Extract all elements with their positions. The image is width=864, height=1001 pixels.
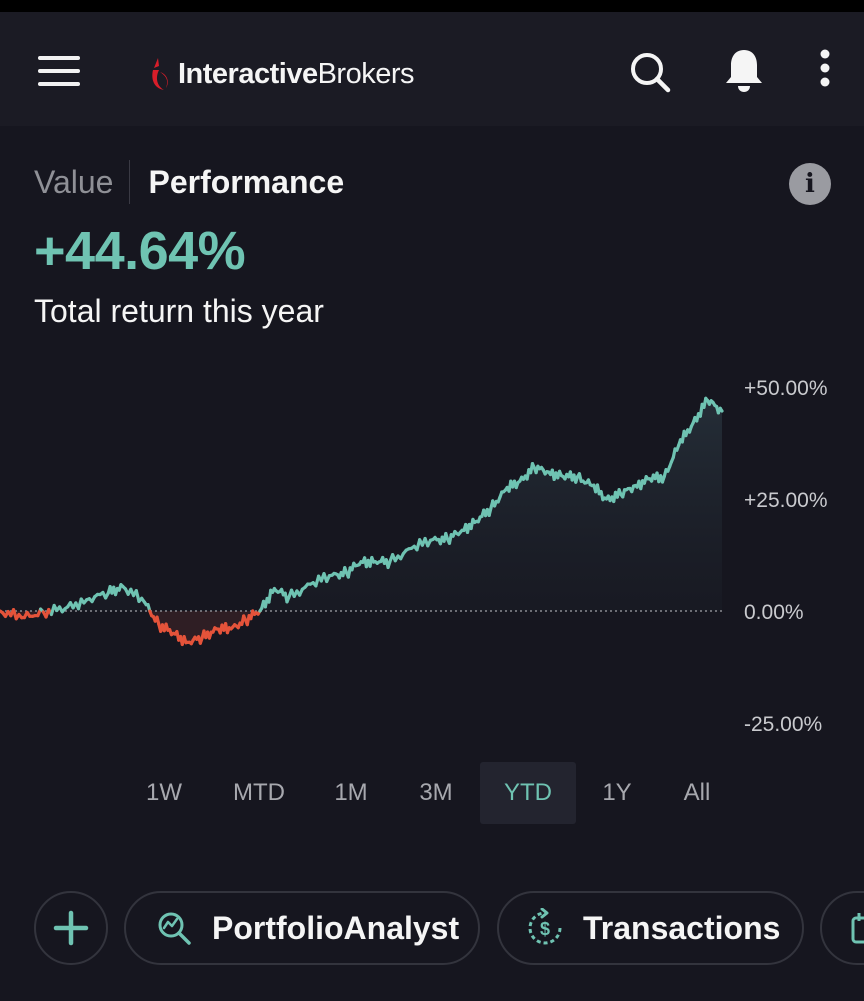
total-return-label: Total return this year xyxy=(34,293,324,329)
transactions-label: Transactions xyxy=(583,909,781,946)
range-3m[interactable]: 3M xyxy=(419,779,453,806)
transactions-button[interactable]: $ Transactions xyxy=(497,891,804,965)
y-tick-label: 0.00% xyxy=(744,601,804,624)
time-range-selector: 1W MTD 1M 3M YTD 1Y All xyxy=(120,762,736,824)
positive-area-fill xyxy=(0,398,722,611)
quick-actions: PortfolioAnalyst $ Transactions xyxy=(34,891,864,965)
bell-icon[interactable] xyxy=(722,46,766,96)
range-all[interactable]: All xyxy=(683,779,711,806)
range-1w[interactable]: 1W xyxy=(146,779,182,806)
tab-value[interactable]: Value xyxy=(34,163,114,200)
brand-name: InteractiveBrokers xyxy=(178,57,415,90)
tab-performance[interactable]: Performance xyxy=(148,163,345,200)
calendar-button[interactable] xyxy=(820,891,864,965)
search-icon[interactable] xyxy=(626,48,674,96)
brand-mark-icon xyxy=(152,58,168,90)
tab-divider xyxy=(129,160,131,204)
status-bar xyxy=(0,0,864,12)
performance-line-segment xyxy=(718,406,724,413)
range-ytd[interactable]: YTD xyxy=(480,762,576,824)
y-tick-label: -25.00% xyxy=(744,713,822,736)
transactions-icon: $ xyxy=(528,908,562,945)
menu-icon[interactable] xyxy=(38,54,82,90)
range-mtd[interactable]: MTD xyxy=(233,779,285,806)
total-return-value: +44.64% xyxy=(34,221,246,281)
calendar-icon xyxy=(851,913,864,944)
y-tick-label: +50.00% xyxy=(744,377,828,400)
y-tick-label: +25.00% xyxy=(744,489,828,512)
svg-text:$: $ xyxy=(540,919,550,939)
performance-chart[interactable]: +50.00% +25.00% 0.00% -25.00% xyxy=(0,360,864,760)
more-vertical-icon[interactable] xyxy=(814,48,836,98)
info-icon[interactable]: i xyxy=(789,163,831,205)
add-button[interactable] xyxy=(34,891,108,965)
analyze-icon xyxy=(158,912,191,945)
app-bar: InteractiveBrokers xyxy=(0,12,864,126)
view-tabs: Value Performance xyxy=(34,160,344,204)
plus-icon xyxy=(53,910,89,946)
range-1y[interactable]: 1Y xyxy=(602,779,632,806)
range-1m[interactable]: 1M xyxy=(334,779,368,806)
negative-area-fill xyxy=(0,611,722,645)
portfolio-analyst-label: PortfolioAnalyst xyxy=(212,909,460,946)
portfolio-analyst-button[interactable]: PortfolioAnalyst xyxy=(124,891,480,965)
brand-logo: InteractiveBrokers xyxy=(150,52,415,96)
